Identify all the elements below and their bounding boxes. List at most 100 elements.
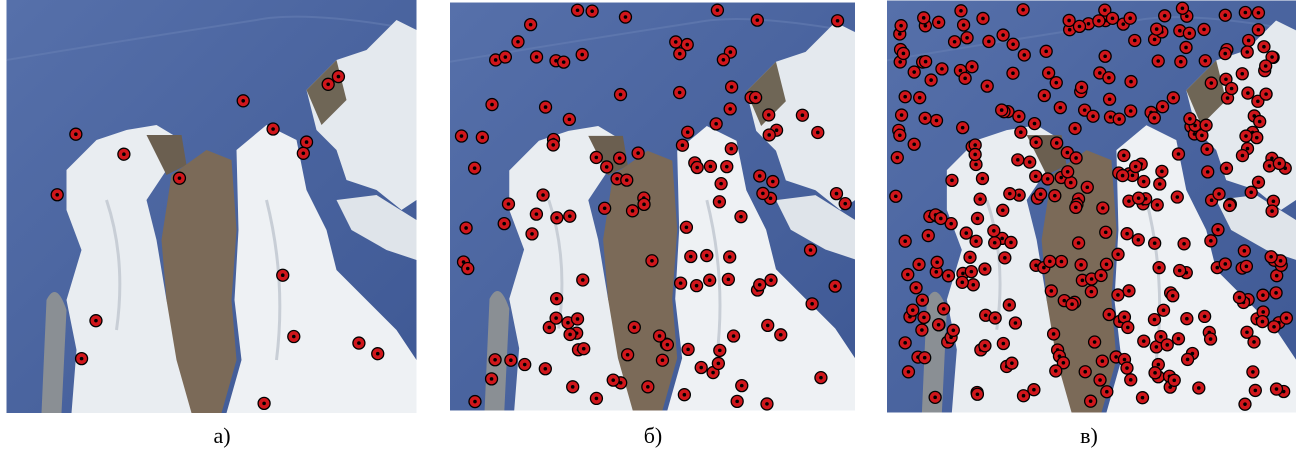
- marker-center: [1245, 50, 1250, 54]
- marker-center: [1003, 256, 1007, 260]
- marker-center: [1204, 123, 1208, 127]
- marker-center: [1141, 179, 1146, 184]
- marker-center: [1059, 175, 1064, 180]
- marker-center: [1089, 289, 1094, 294]
- marker-center: [580, 52, 584, 57]
- marker-center: [1038, 192, 1043, 196]
- marker-center: [926, 233, 931, 238]
- marker-center: [1270, 209, 1274, 213]
- marker-center: [753, 95, 758, 100]
- marker-center: [946, 274, 951, 278]
- marker-center: [729, 85, 734, 89]
- marker-center: [903, 341, 907, 345]
- marker-center: [717, 199, 722, 204]
- marker-center: [1042, 265, 1046, 270]
- marker-center: [903, 239, 907, 243]
- marker-center: [1074, 205, 1078, 210]
- marker-center: [917, 262, 921, 267]
- marker-center: [1042, 93, 1047, 98]
- marker-center: [1154, 345, 1159, 349]
- marker-center: [1001, 33, 1005, 37]
- marker-center: [963, 76, 967, 81]
- marker-center: [1110, 16, 1115, 21]
- marker-center: [695, 165, 699, 170]
- marker-center: [950, 178, 954, 183]
- marker-center: [1175, 195, 1180, 199]
- marker-center: [618, 92, 623, 97]
- marker-center: [567, 214, 572, 218]
- marker-center: [901, 51, 906, 56]
- panel-label: в): [1080, 423, 1098, 448]
- marker-center: [493, 58, 498, 62]
- marker-center: [489, 377, 494, 381]
- marker-center: [761, 191, 765, 196]
- marker-center: [910, 308, 915, 312]
- marker-center: [1157, 182, 1162, 186]
- marker-center: [551, 143, 556, 147]
- marker-center: [680, 143, 685, 148]
- marker-center: [921, 16, 926, 20]
- marker-center: [1208, 337, 1213, 341]
- marker-center: [1237, 295, 1242, 300]
- marker-center: [808, 248, 813, 252]
- marker-center: [624, 178, 629, 182]
- marker-center: [1229, 86, 1234, 91]
- marker-center: [1011, 71, 1015, 76]
- marker-center: [1077, 24, 1082, 29]
- marker-center: [1032, 121, 1037, 126]
- marker-center: [739, 383, 744, 388]
- marker-center: [1103, 8, 1107, 12]
- marker-center: [835, 18, 840, 23]
- marker-center: [935, 260, 939, 265]
- marker-center: [952, 39, 957, 44]
- marker-center: [1261, 293, 1265, 297]
- marker-center: [561, 60, 566, 64]
- marker-center: [726, 277, 731, 282]
- marker-center: [1252, 340, 1256, 344]
- marker-center: [728, 107, 732, 111]
- marker-center: [978, 197, 982, 201]
- marker-center: [959, 9, 963, 13]
- marker-center: [685, 130, 690, 135]
- marker-center: [650, 258, 654, 263]
- marker-center: [1074, 156, 1078, 160]
- marker-center: [843, 201, 848, 206]
- marker-center: [1136, 196, 1141, 200]
- marker-center: [1160, 169, 1164, 174]
- marker-center: [1205, 170, 1210, 174]
- marker-center: [1152, 37, 1157, 42]
- marker-center: [719, 181, 723, 186]
- marker-center: [903, 94, 907, 99]
- marker-center: [1256, 99, 1260, 104]
- marker-center: [1132, 38, 1137, 43]
- marker-center: [1126, 325, 1130, 330]
- marker-center: [1058, 105, 1063, 110]
- marker-center: [685, 42, 690, 47]
- marker-center: [895, 155, 900, 160]
- marker-center: [1263, 64, 1268, 68]
- marker-center: [543, 105, 548, 109]
- panel-label: б): [644, 423, 663, 448]
- marker-center: [899, 23, 903, 28]
- marker-center: [1270, 156, 1274, 161]
- marker-center: [981, 16, 985, 21]
- marker-center: [1160, 104, 1165, 109]
- marker-center: [1107, 97, 1112, 102]
- marker-center: [1086, 21, 1091, 26]
- marker-center: [929, 78, 933, 82]
- marker-center: [819, 375, 823, 380]
- marker-center: [992, 240, 997, 245]
- marker-center: [1017, 193, 1021, 197]
- marker-center: [833, 284, 837, 288]
- marker-center: [1117, 117, 1122, 121]
- marker-center: [665, 342, 670, 347]
- marker-center: [677, 90, 682, 95]
- marker-center: [898, 60, 902, 64]
- marker-center: [1009, 240, 1013, 245]
- marker-center: [516, 39, 520, 44]
- marker-center: [1246, 91, 1250, 95]
- marker-center: [923, 59, 928, 64]
- marker-center: [1000, 208, 1005, 213]
- marker-center: [939, 216, 943, 221]
- marker-center: [502, 221, 506, 226]
